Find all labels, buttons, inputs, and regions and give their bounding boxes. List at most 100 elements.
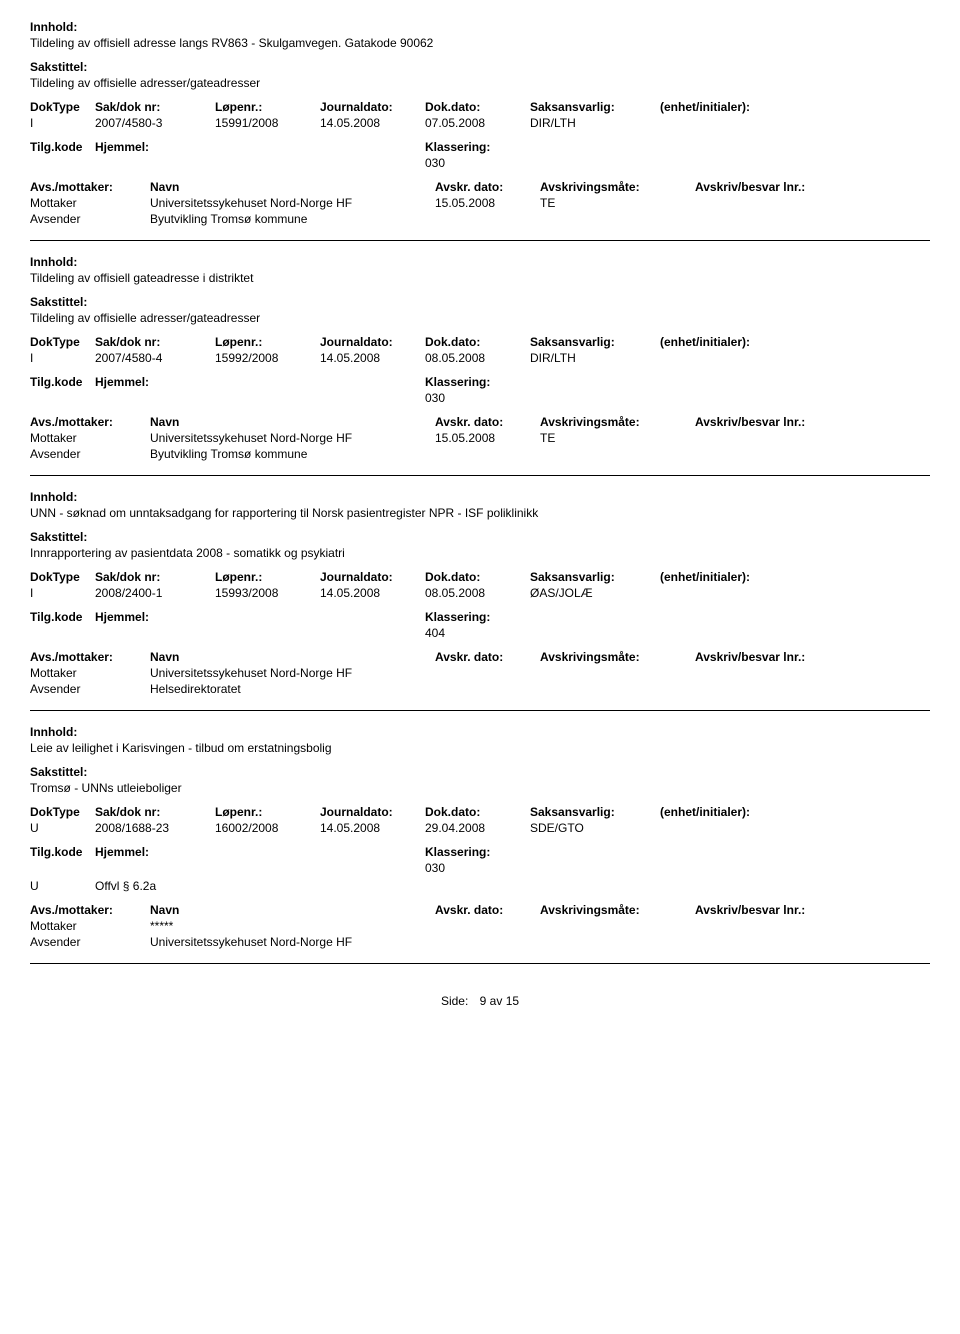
metadata-header-row: DokTypeSak/dok nr:Løpenr.:Journaldato:Do… (30, 805, 930, 819)
record: Innhold:Tildeling av offisiell adresse l… (30, 20, 930, 241)
avsmottaker-header: Avs./mottaker: (30, 903, 150, 917)
party-name: Byutvikling Tromsø kommune (150, 447, 435, 461)
party-role: Mottaker (30, 666, 150, 680)
dokdato-header: Dok.dato: (425, 335, 530, 349)
metadata-value-row: I2007/4580-315991/200814.05.200807.05.20… (30, 116, 930, 130)
journaldato-header: Journaldato: (320, 570, 425, 584)
navn-header: Navn (150, 415, 435, 429)
metadata-header-row: DokTypeSak/dok nr:Løpenr.:Journaldato:Do… (30, 570, 930, 584)
metadata-value-row: I2008/2400-115993/200814.05.200808.05.20… (30, 586, 930, 600)
party-avskrdato (435, 666, 540, 680)
klassering-value: 030 (425, 391, 645, 405)
parties-header-row: Avs./mottaker:NavnAvskr. dato:Avskriving… (30, 650, 930, 664)
journaldato-value: 14.05.2008 (320, 116, 425, 130)
sakdok-header: Sak/dok nr: (95, 100, 215, 114)
saksansvarlig-header: Saksansvarlig: (530, 805, 660, 819)
party-row: AvsenderByutvikling Tromsø kommune (30, 447, 930, 461)
doktype-header: DokType (30, 805, 95, 819)
party-avskrmate (540, 682, 695, 696)
party-role: Avsender (30, 682, 150, 696)
avsmottaker-header: Avs./mottaker: (30, 650, 150, 664)
innhold-text: Tildeling av offisiell adresse langs RV8… (30, 36, 930, 50)
party-name: Universitetssykehuset Nord-Norge HF (150, 196, 435, 210)
enhet-header: (enhet/initialer): (660, 805, 930, 819)
tilgkode-row: Tilg.kodeHjemmel:Klassering:030 (30, 140, 930, 170)
avskrdato-header: Avskr. dato: (435, 180, 540, 194)
saksansvarlig-header: Saksansvarlig: (530, 570, 660, 584)
lopenr-value: 15992/2008 (215, 351, 320, 365)
saksansvarlig-header: Saksansvarlig: (530, 100, 660, 114)
dokdato-value: 08.05.2008 (425, 351, 530, 365)
journaldato-header: Journaldato: (320, 805, 425, 819)
party-name: ***** (150, 919, 435, 933)
enhet-value (660, 821, 930, 835)
hjemmel-label: Hjemmel: (95, 610, 425, 640)
doktype-header: DokType (30, 335, 95, 349)
party-avskrmate (540, 919, 695, 933)
klassering-label: Klassering: (425, 845, 645, 859)
innhold-text: Tildeling av offisiell gateadresse i dis… (30, 271, 930, 285)
sakdok-value: 2008/2400-1 (95, 586, 215, 600)
klassering-value: 404 (425, 626, 645, 640)
party-avskrdato (435, 935, 540, 949)
tilgkode-row: Tilg.kodeHjemmel:Klassering:030 (30, 845, 930, 875)
sakdok-header: Sak/dok nr: (95, 805, 215, 819)
klassering-value: 030 (425, 861, 645, 875)
party-avskrdato (435, 682, 540, 696)
metadata-header-row: DokTypeSak/dok nr:Løpenr.:Journaldato:Do… (30, 100, 930, 114)
saksansvarlig-value: DIR/LTH (530, 351, 660, 365)
party-row: AvsenderHelsedirektoratet (30, 682, 930, 696)
party-row: Mottaker***** (30, 919, 930, 933)
klassering-value: 030 (425, 156, 645, 170)
navn-header: Navn (150, 650, 435, 664)
party-avskrmate (540, 935, 695, 949)
doktype-value: I (30, 351, 95, 365)
sakstittel-label: Sakstittel: (30, 295, 930, 309)
dokdato-header: Dok.dato: (425, 100, 530, 114)
party-avskrdato (435, 212, 540, 226)
doktype-value: U (30, 821, 95, 835)
saksansvarlig-value: ØAS/JOLÆ (530, 586, 660, 600)
journaldato-value: 14.05.2008 (320, 351, 425, 365)
klassering-label: Klassering: (425, 375, 645, 389)
sakstittel-text: Tildeling av offisielle adresser/gateadr… (30, 76, 930, 90)
record: Innhold:Leie av leilighet i Karisvingen … (30, 725, 930, 964)
journaldato-value: 14.05.2008 (320, 821, 425, 835)
party-role: Avsender (30, 212, 150, 226)
innhold-label: Innhold: (30, 490, 930, 504)
avskrdato-header: Avskr. dato: (435, 415, 540, 429)
enhet-value (660, 586, 930, 600)
dokdato-header: Dok.dato: (425, 570, 530, 584)
lopenr-header: Løpenr.: (215, 100, 320, 114)
enhet-header: (enhet/initialer): (660, 335, 930, 349)
sakstittel-text: Tildeling av offisielle adresser/gateadr… (30, 311, 930, 325)
party-avskrmate (540, 447, 695, 461)
dokdato-header: Dok.dato: (425, 805, 530, 819)
parties-header-row: Avs./mottaker:NavnAvskr. dato:Avskriving… (30, 903, 930, 917)
lopenr-value: 16002/2008 (215, 821, 320, 835)
footer-side-label: Side: (441, 994, 468, 1008)
hjemmel-label: Hjemmel: (95, 845, 425, 875)
lopenr-value: 15993/2008 (215, 586, 320, 600)
avskrivingsmate-header: Avskrivingsmåte: (540, 650, 695, 664)
avsmottaker-header: Avs./mottaker: (30, 180, 150, 194)
klassering-block: Klassering: 030 (425, 845, 645, 875)
navn-header: Navn (150, 903, 435, 917)
party-name: Universitetssykehuset Nord-Norge HF (150, 666, 435, 680)
hjemmel-label: Hjemmel: (95, 140, 425, 170)
record: Innhold:UNN - søknad om unntaksadgang fo… (30, 490, 930, 711)
journaldato-value: 14.05.2008 (320, 586, 425, 600)
dokdato-value: 29.04.2008 (425, 821, 530, 835)
party-role: Avsender (30, 935, 150, 949)
doktype-value: I (30, 586, 95, 600)
saksansvarlig-header: Saksansvarlig: (530, 335, 660, 349)
page-footer: Side: 9 av 15 (30, 994, 930, 1008)
tilgkode-label: Tilg.kode (30, 140, 95, 170)
records-list: Innhold: Tildeling av offisiell adresse l… (30, 20, 930, 964)
sakdok-value: 2007/4580-3 (95, 116, 215, 130)
parties-header-row: Avs./mottaker:NavnAvskr. dato:Avskriving… (30, 180, 930, 194)
saksansvarlig-value: SDE/GTO (530, 821, 660, 835)
avskrdato-header: Avskr. dato: (435, 903, 540, 917)
metadata-header-row: DokTypeSak/dok nr:Løpenr.:Journaldato:Do… (30, 335, 930, 349)
enhet-header: (enhet/initialer): (660, 100, 930, 114)
